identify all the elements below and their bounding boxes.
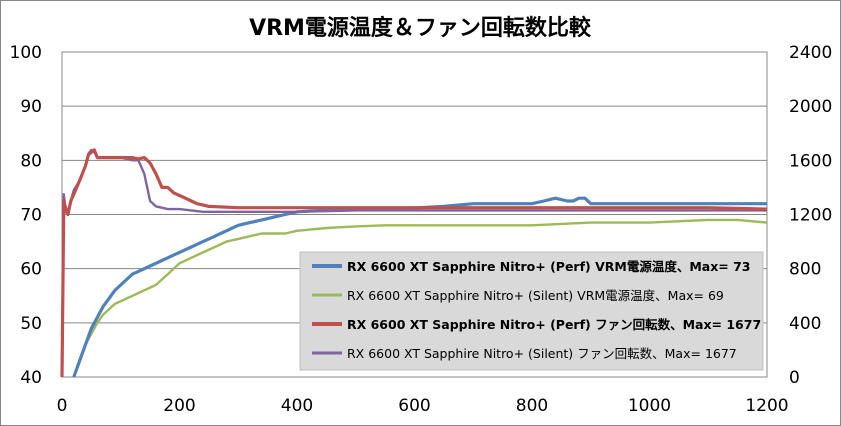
x-tick-label: 1000 (628, 396, 671, 416)
y-left-tick-label: 50 (20, 314, 42, 334)
legend-label: RX 6600 XT Sapphire Nitro+ (Perf) VRM電源温… (347, 259, 751, 274)
y-left-tick-label: 90 (20, 97, 42, 117)
legend-box (299, 251, 764, 371)
y-right-tick-label: 1600 (789, 151, 832, 171)
chart-title: VRM電源温度＆ファン回転数比較 (249, 15, 592, 41)
x-tick-label: 200 (163, 396, 195, 416)
y-left-tick-label: 100 (10, 43, 42, 63)
y-right-tick-label: 2000 (789, 97, 832, 117)
y-left-tick-label: 80 (20, 151, 42, 171)
x-tick-label: 600 (398, 396, 430, 416)
x-tick-label: 400 (281, 396, 313, 416)
y-left-tick-label: 60 (20, 260, 42, 280)
y-right-tick-label: 400 (789, 314, 821, 334)
y-right-tick-label: 800 (789, 260, 821, 280)
y-left-tick-label: 70 (20, 206, 42, 226)
x-tick-label: 1200 (745, 396, 788, 416)
series-layer (60, 148, 768, 378)
series-line-2 (60, 148, 768, 378)
series-line-1 (72, 218, 768, 378)
legend: RX 6600 XT Sapphire Nitro+ (Perf) VRM電源温… (299, 251, 764, 371)
legend-label: RX 6600 XT Sapphire Nitro+ (Perf) ファン回転数… (347, 317, 761, 332)
x-tick-label: 800 (516, 396, 548, 416)
legend-label: RX 6600 XT Sapphire Nitro+ (Silent) ファン回… (347, 346, 737, 361)
y-right-tick-label: 2400 (789, 43, 832, 63)
y-left-tick-label: 40 (20, 368, 42, 388)
y-right-tick-label: 1200 (789, 206, 832, 226)
y-right-tick-label: 0 (789, 368, 800, 388)
x-tick-label: 0 (57, 396, 68, 416)
series-line-0 (72, 196, 767, 378)
legend-label: RX 6600 XT Sapphire Nitro+ (Silent) VRM電… (347, 288, 724, 303)
plot-area (61, 51, 768, 378)
